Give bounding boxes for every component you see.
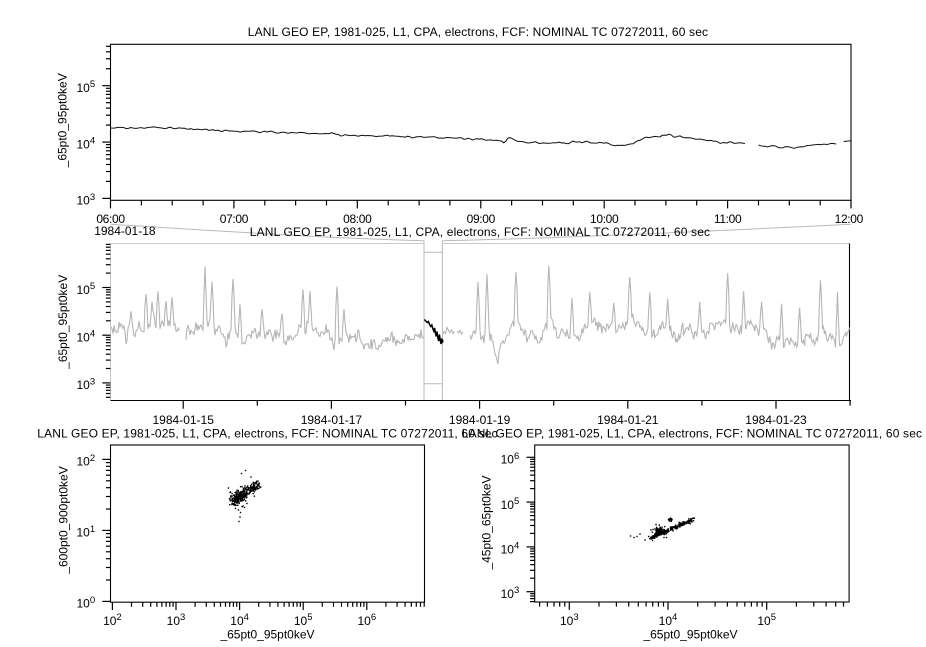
svg-text:10:00: 10:00 [590, 212, 619, 226]
svg-text:_600pt0_900pt0keV: _600pt0_900pt0keV [57, 466, 71, 574]
svg-text:_45pt0_65pt0keV: _45pt0_65pt0keV [479, 475, 493, 570]
svg-text:LANL GEO EP, 1981-025, L1, CPA: LANL GEO EP, 1981-025, L1, CPA, electron… [37, 427, 497, 441]
svg-text:1984-01-19: 1984-01-19 [449, 413, 511, 427]
svg-text:LANL GEO EP, 1981-025, L1, CPA: LANL GEO EP, 1981-025, L1, CPA, electron… [462, 427, 922, 441]
svg-text:LANL GEO EP, 1981-025, L1, CPA: LANL GEO EP, 1981-025, L1, CPA, electron… [250, 225, 710, 239]
svg-text:1984-01-18: 1984-01-18 [94, 224, 156, 238]
svg-text:06:00: 06:00 [96, 212, 125, 226]
svg-text:11:00: 11:00 [714, 212, 742, 226]
svg-text:1984-01-23: 1984-01-23 [745, 413, 807, 427]
svg-text:1984-01-21: 1984-01-21 [597, 413, 659, 427]
svg-text:_65pt0_95pt0keV: _65pt0_95pt0keV [642, 627, 737, 641]
svg-text:1984-01-15: 1984-01-15 [153, 413, 215, 427]
svg-text:_65pt0_95pt0keV: _65pt0_95pt0keV [55, 73, 69, 168]
svg-text:LANL GEO EP, 1981-025, L1, CPA: LANL GEO EP, 1981-025, L1, CPA, electron… [248, 25, 708, 39]
svg-text:1984-01-17: 1984-01-17 [301, 413, 363, 427]
svg-text:12:00: 12:00 [835, 212, 864, 226]
svg-text:08:00: 08:00 [343, 212, 372, 226]
svg-text:_65pt0_95pt0keV: _65pt0_95pt0keV [56, 275, 70, 370]
svg-text:09:00: 09:00 [467, 212, 496, 226]
svg-text:_65pt0_95pt0keV: _65pt0_95pt0keV [219, 627, 314, 641]
svg-text:07:00: 07:00 [220, 212, 249, 226]
